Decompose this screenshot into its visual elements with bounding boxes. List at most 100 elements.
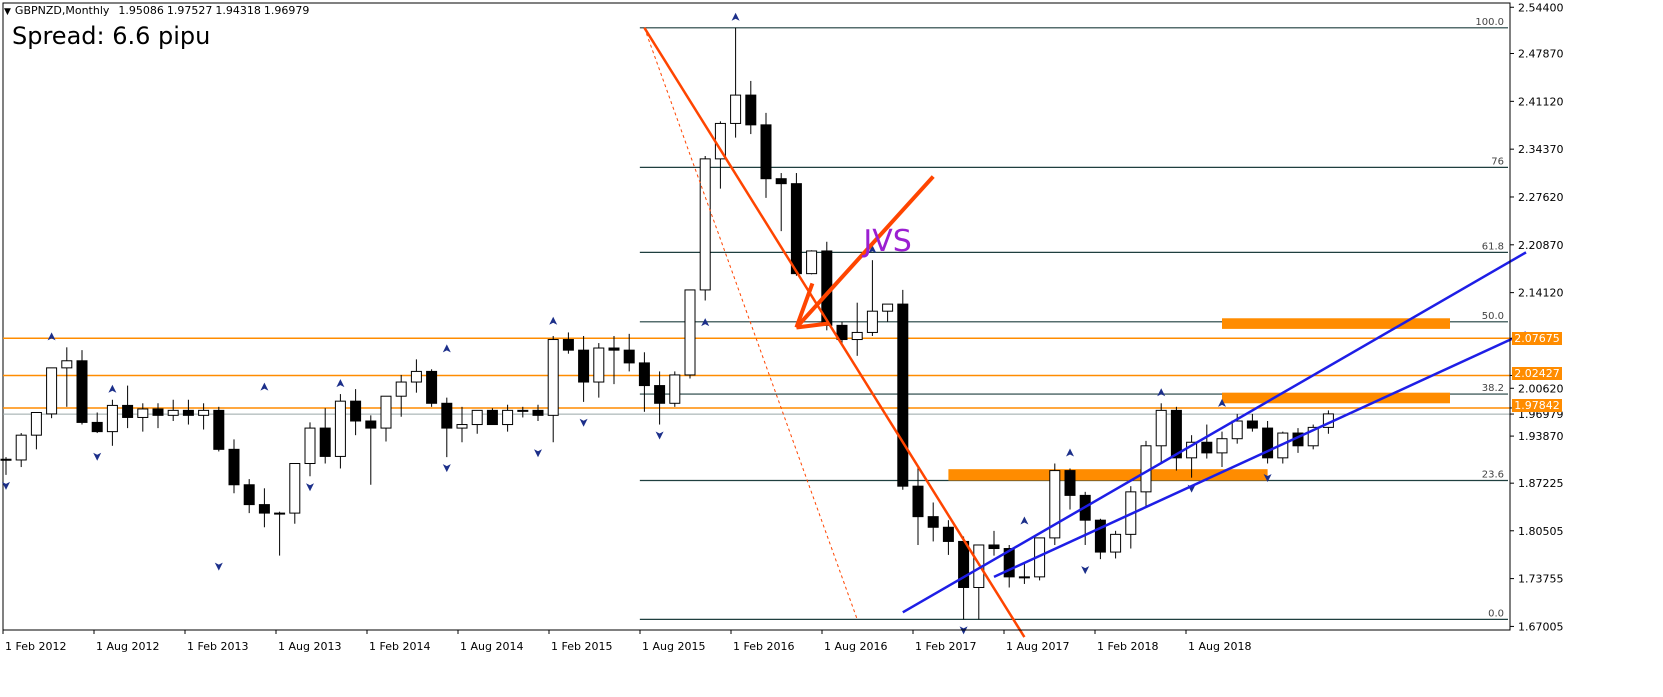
candle-body bbox=[137, 408, 149, 418]
trendline bbox=[643, 27, 858, 620]
price-tick-label: 1.73755 bbox=[1518, 573, 1564, 586]
candle-body bbox=[441, 402, 453, 429]
candle bbox=[91, 412, 103, 434]
fractal-down-marker bbox=[93, 452, 102, 461]
candle-body bbox=[395, 381, 407, 397]
fractal-down-marker bbox=[442, 464, 451, 473]
candle bbox=[61, 347, 73, 407]
price-tick-label: 1.93870 bbox=[1518, 430, 1564, 443]
candle-body bbox=[532, 409, 544, 416]
candle-body bbox=[167, 409, 179, 416]
candle-body bbox=[152, 408, 164, 416]
trendlines bbox=[643, 27, 1527, 638]
candle bbox=[1186, 435, 1198, 478]
caret-down-icon[interactable]: ▼ bbox=[4, 7, 11, 17]
candle-body bbox=[547, 339, 559, 416]
candle bbox=[106, 399, 118, 446]
candle-body bbox=[1246, 420, 1258, 429]
price-label-box: 2.07675 bbox=[1512, 332, 1562, 345]
candle bbox=[213, 406, 225, 452]
time-tick-label: 1 Feb 2015 bbox=[551, 640, 612, 653]
candle-body bbox=[1262, 427, 1274, 459]
candle-body bbox=[790, 183, 802, 275]
candle bbox=[1049, 463, 1061, 545]
candle bbox=[547, 335, 559, 443]
fib-level-label: 23.6 bbox=[1482, 470, 1504, 481]
candle-body bbox=[228, 448, 240, 486]
trendline bbox=[643, 27, 1026, 638]
candle-body bbox=[76, 360, 88, 423]
candle bbox=[851, 302, 863, 356]
candle bbox=[0, 457, 12, 475]
fib-level-label: 38.2 bbox=[1482, 383, 1504, 394]
candle-body bbox=[258, 504, 270, 514]
candle bbox=[486, 408, 498, 426]
candle-body bbox=[426, 370, 438, 404]
fractal-down-marker bbox=[306, 483, 314, 492]
time-tick-label: 1 Aug 2015 bbox=[642, 640, 705, 653]
candle bbox=[1246, 413, 1258, 432]
price-tick-label: 2.00620 bbox=[1518, 382, 1564, 395]
candle bbox=[912, 466, 924, 545]
candle bbox=[395, 374, 407, 417]
time-tick-label: 1 Aug 2012 bbox=[96, 640, 159, 653]
candle-body bbox=[684, 289, 696, 376]
candle bbox=[638, 352, 650, 412]
candle-body bbox=[502, 409, 514, 426]
candle bbox=[471, 409, 483, 434]
fractal-down-marker bbox=[1263, 474, 1272, 483]
time-tick-label: 1 Feb 2017 bbox=[915, 640, 976, 653]
candle-body bbox=[1049, 470, 1061, 539]
candle bbox=[1034, 537, 1046, 581]
candle bbox=[821, 241, 833, 331]
candle-body bbox=[669, 374, 681, 404]
price-tick-label: 2.41120 bbox=[1518, 95, 1564, 108]
candle-body bbox=[1170, 409, 1182, 459]
price-zone bbox=[1222, 318, 1450, 329]
candle-body bbox=[593, 347, 605, 383]
fractal-up-marker bbox=[549, 316, 558, 325]
fractal-down-marker bbox=[214, 562, 223, 571]
spread-label: Spread: 6.6 pipu bbox=[12, 22, 211, 50]
time-tick-label: 1 Aug 2017 bbox=[1006, 640, 1069, 653]
time-tick-label: 1 Aug 2016 bbox=[824, 640, 887, 653]
candle bbox=[167, 399, 179, 421]
time-tick-label: 1 Feb 2013 bbox=[187, 640, 248, 653]
candle bbox=[760, 112, 772, 198]
candle bbox=[775, 173, 787, 232]
fractal-up-marker bbox=[1157, 388, 1166, 397]
candle-body bbox=[1307, 426, 1319, 447]
price-label-box: 2.02427 bbox=[1512, 367, 1562, 380]
candle-body bbox=[866, 310, 878, 333]
candle-body bbox=[289, 463, 301, 514]
candle-body bbox=[365, 420, 377, 429]
candle-body bbox=[1094, 519, 1106, 553]
candle-body bbox=[1155, 409, 1167, 447]
trendline bbox=[902, 251, 1527, 614]
candle-body bbox=[1003, 548, 1015, 578]
candle-body bbox=[760, 124, 772, 180]
arrow-head bbox=[794, 282, 829, 330]
fractal-down-marker bbox=[579, 418, 588, 427]
candle-body bbox=[319, 427, 331, 457]
candle-body bbox=[198, 409, 210, 416]
price-tick-label: 2.20870 bbox=[1518, 239, 1564, 252]
candle bbox=[76, 350, 88, 425]
candle bbox=[836, 321, 848, 344]
candle bbox=[198, 403, 210, 430]
candle bbox=[258, 488, 270, 528]
candle bbox=[1064, 468, 1076, 510]
candle bbox=[927, 502, 939, 542]
candle bbox=[897, 289, 909, 490]
ohlc-low: 1.94318 bbox=[215, 4, 261, 17]
time-tick-label: 1 Aug 2018 bbox=[1188, 640, 1251, 653]
fractal-up-marker bbox=[868, 245, 877, 254]
time-axis[interactable]: 1 Feb 2012 1 Aug 2012 1 Feb 2013 1 Aug 2013… bbox=[2, 629, 1510, 653]
candle bbox=[137, 403, 149, 432]
candle bbox=[623, 333, 635, 372]
candle-body bbox=[15, 434, 27, 461]
candle bbox=[441, 397, 453, 458]
